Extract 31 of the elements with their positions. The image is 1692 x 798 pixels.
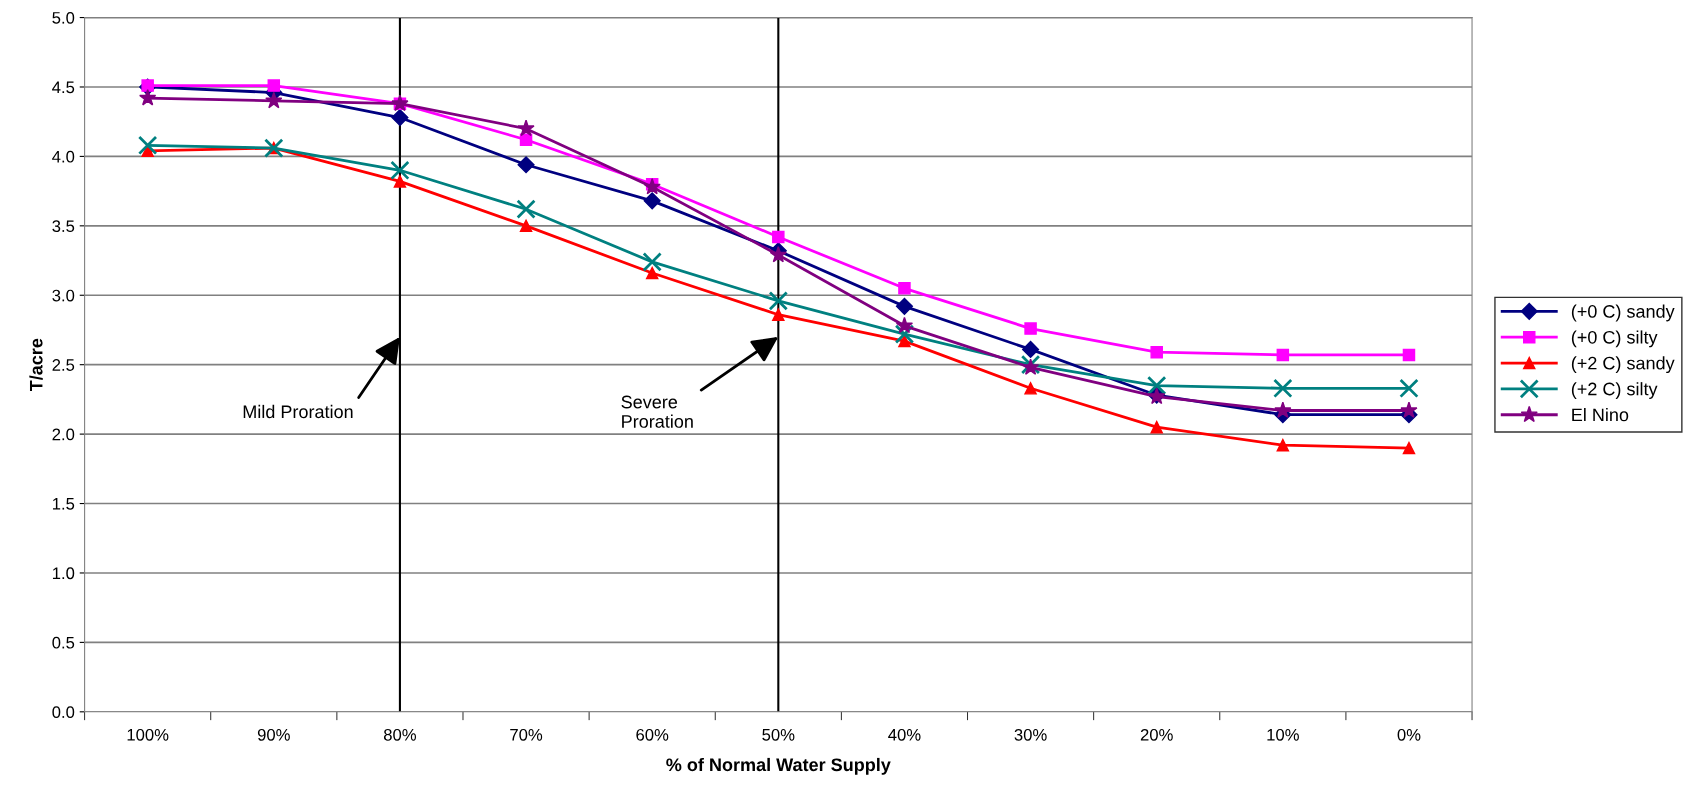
annotation: Mild Proration — [243, 404, 353, 419]
legend-label: (+2 C) silty — [1571, 382, 1658, 399]
x-tick-label: 90% — [257, 728, 290, 741]
y-tick-label: 0.5 — [52, 636, 75, 649]
y-tick-label: 1.5 — [52, 498, 75, 510]
y-tick-label: 2.5 — [52, 359, 75, 371]
annotation: Severe Proration — [621, 395, 693, 428]
legend-label: (+0 C) sandy — [1571, 304, 1675, 322]
legend-label: El Nino — [1572, 407, 1629, 422]
y-tick-label: 5.0 — [52, 11, 75, 24]
x-tick-label: 80% — [383, 728, 417, 741]
x-tick-label: 40% — [888, 728, 921, 741]
y-tick-label: 3.5 — [52, 220, 75, 233]
y-tick-label: 4.0 — [52, 150, 75, 163]
legend-label: (+2 C) sandy — [1571, 356, 1675, 374]
y-axis-title: T/acre — [29, 338, 43, 392]
y-tick-label: 1.0 — [52, 567, 75, 580]
y-tick-label: 4.5 — [52, 81, 75, 94]
x-tick-label: 50% — [762, 728, 795, 741]
y-tick-label: 3.0 — [52, 289, 75, 302]
x-tick-label: 100% — [127, 728, 169, 741]
y-tick-label: 2.0 — [52, 428, 75, 441]
legend-label: (+0 C) silty — [1571, 330, 1658, 348]
x-tick-label: 20% — [1140, 728, 1173, 741]
x-tick-label: 10% — [1267, 728, 1299, 741]
x-tick-label: 60% — [636, 728, 669, 741]
y-tick-label: 0.0 — [52, 706, 75, 719]
x-axis-title: % of Normal Water Supply — [666, 757, 891, 775]
x-tick-label: 0% — [1397, 728, 1421, 741]
x-tick-label: 70% — [510, 728, 543, 741]
x-tick-label: 30% — [1014, 728, 1047, 741]
